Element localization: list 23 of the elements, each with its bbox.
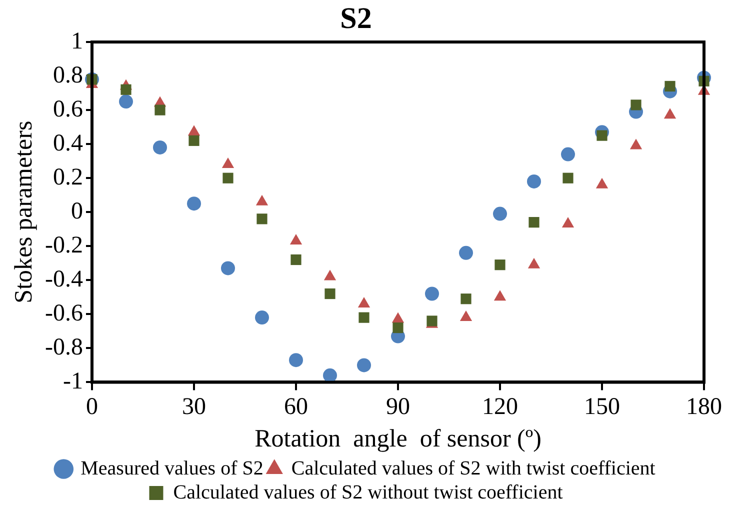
legend-label: Measured values of S2	[80, 457, 264, 480]
y-tick-label: 0.6	[52, 96, 83, 122]
y-tick-label: -0.4	[44, 266, 83, 292]
x-tick-label: 150	[584, 394, 620, 420]
legend-label: Calculated values of S2 without twist coefficient	[173, 481, 564, 504]
x-axis-title: Rotation angle of sensor (º)	[254, 426, 542, 453]
y-tick-label: -0.8	[44, 334, 83, 360]
y-tick-label: 0	[70, 198, 83, 224]
y-tick-label: -0.2	[44, 232, 83, 258]
x-tick-label: 120	[482, 394, 518, 420]
x-tick-label: 180	[686, 394, 722, 420]
y-tick-label: 0.2	[52, 164, 83, 190]
y-tick-label: 1	[70, 28, 83, 54]
legend-label: Calculated values of S2 with twist coefficient	[291, 457, 656, 480]
y-tick-label: 0.4	[52, 130, 83, 156]
y-tick-label: 0.8	[52, 62, 83, 88]
x-tick-label: 60	[284, 394, 308, 420]
x-tick-label: 90	[386, 394, 410, 420]
chart-title: S2	[340, 2, 372, 35]
y-tick-label: -1	[62, 368, 83, 394]
x-tick-label: 30	[182, 394, 206, 420]
y-axis-title: Stokes parameters	[10, 120, 38, 304]
y-tick-label: -0.6	[44, 300, 83, 326]
